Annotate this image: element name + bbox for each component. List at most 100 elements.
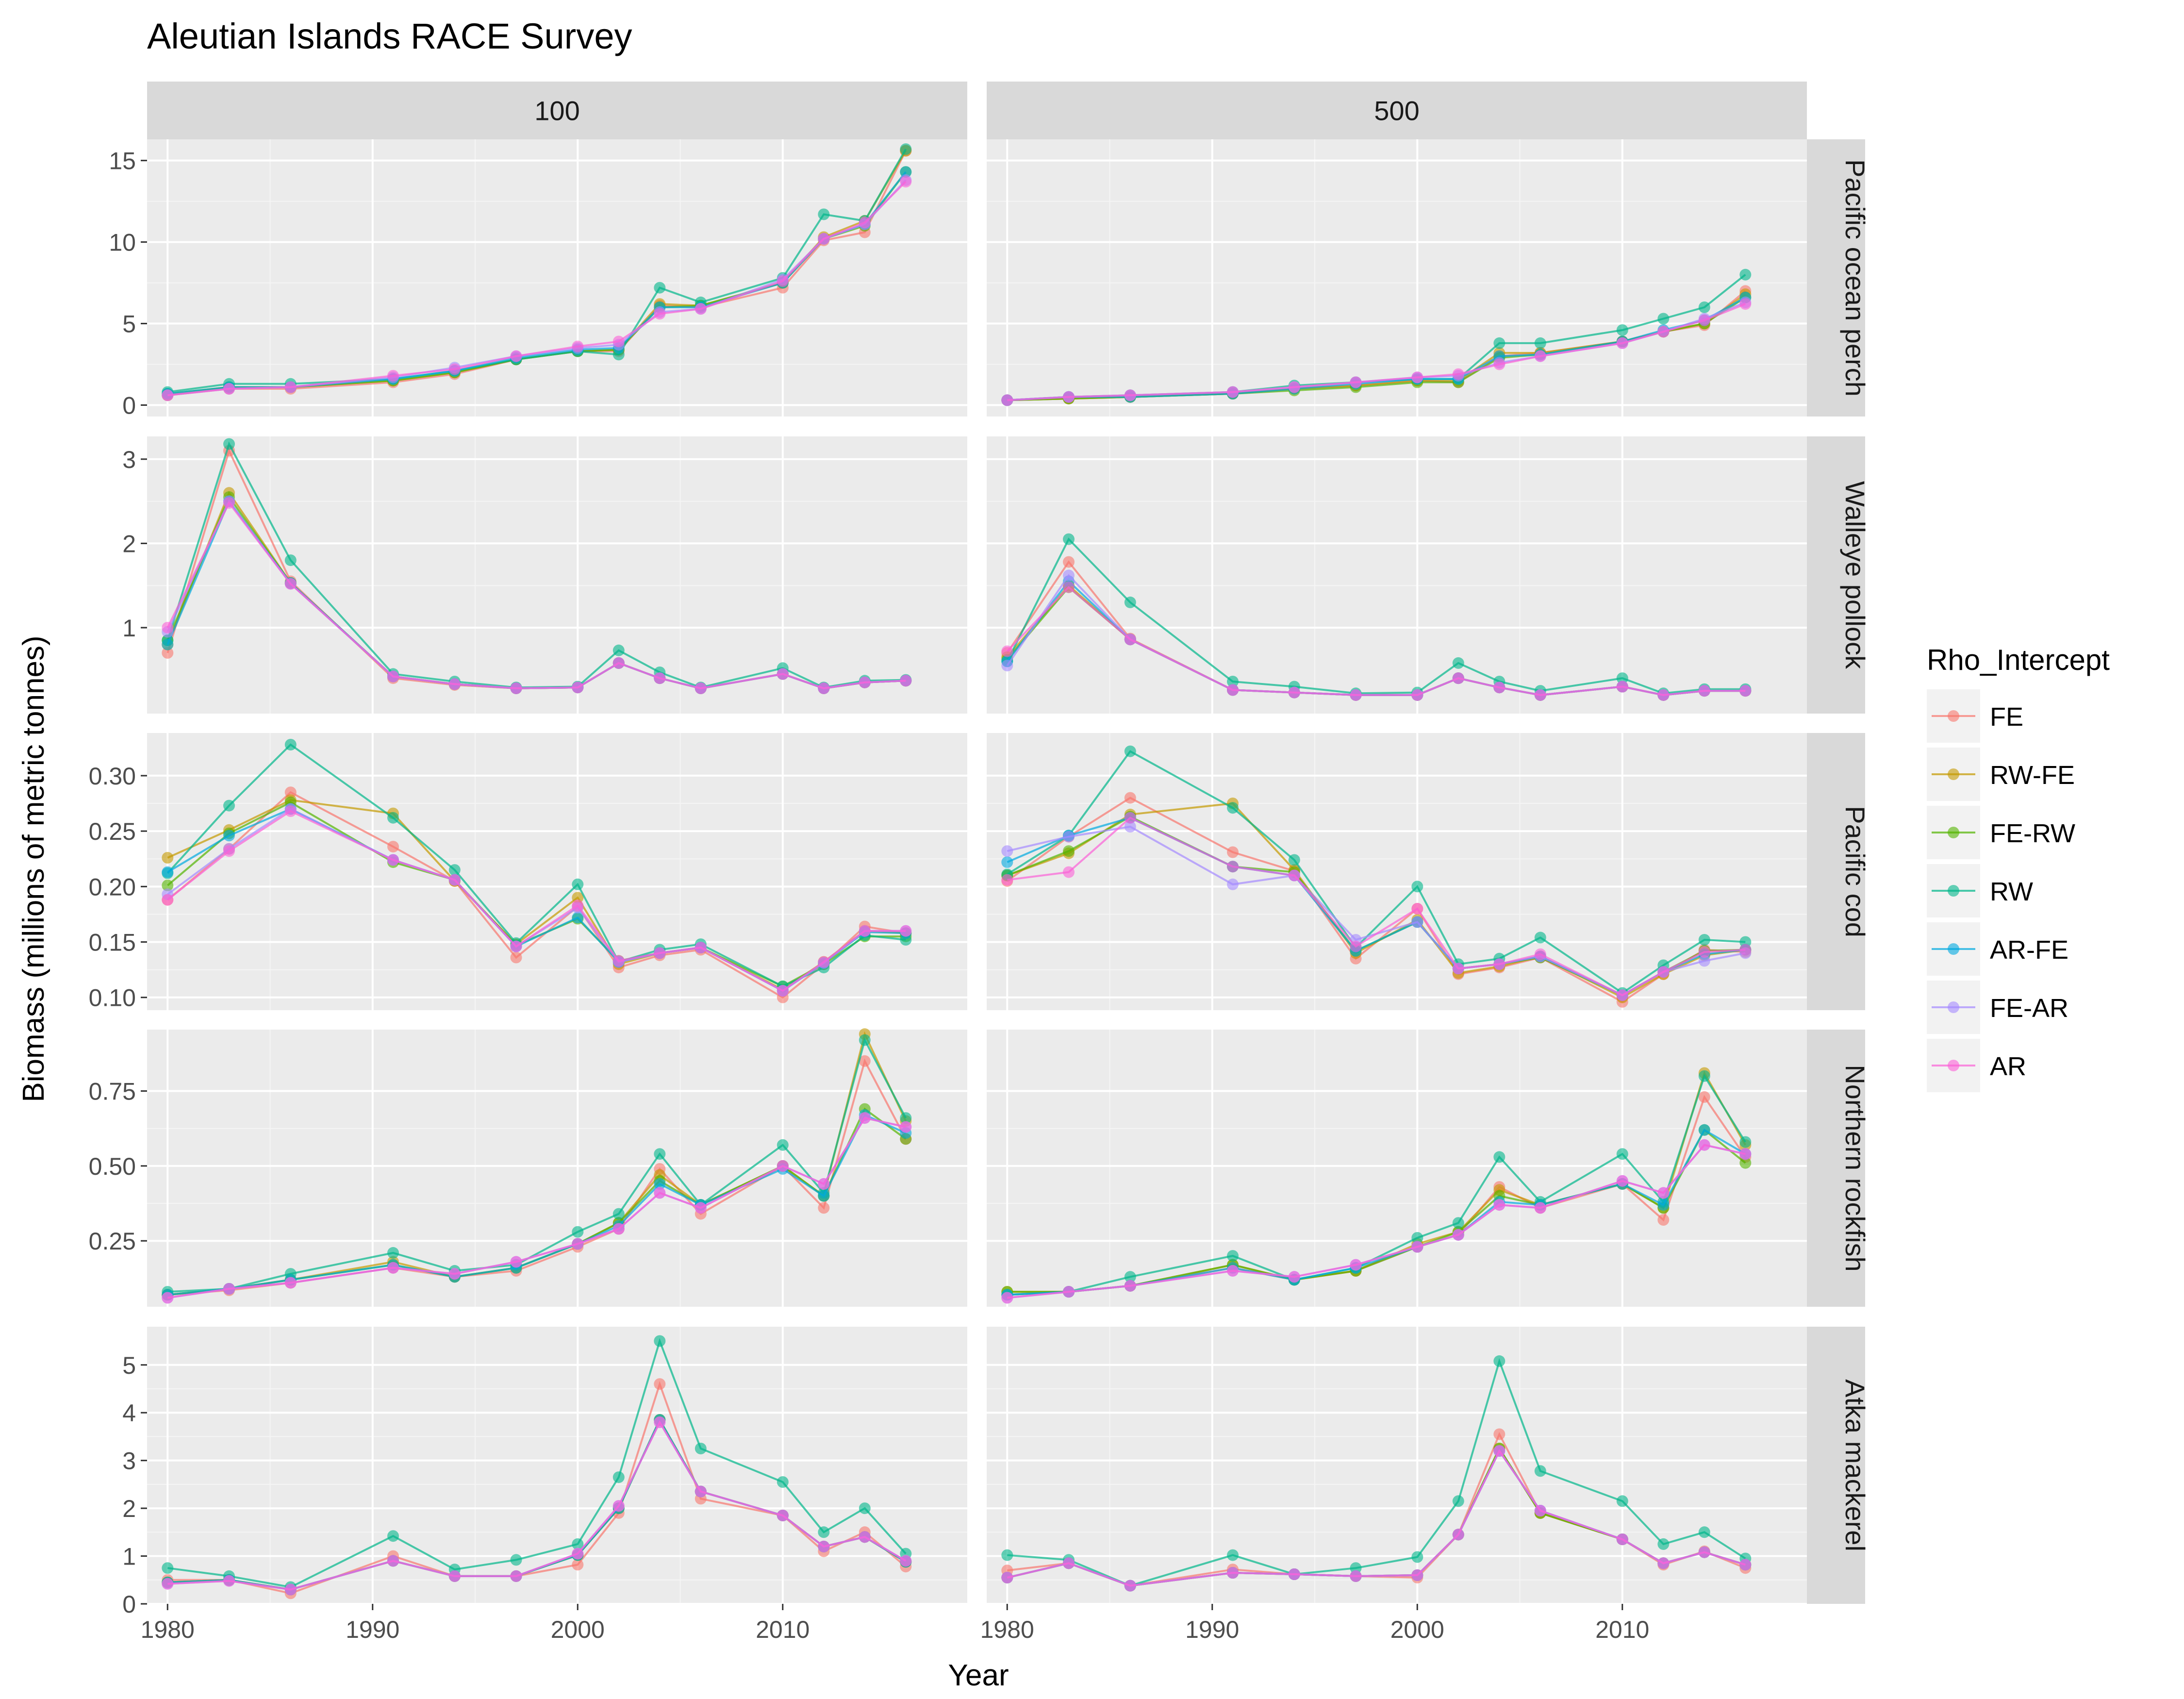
data-point-RW (387, 812, 399, 824)
data-point-AR (1001, 1292, 1013, 1304)
x-tick-label: 1990 (1185, 1616, 1239, 1643)
data-point-AR (612, 335, 625, 348)
data-point-AR (1534, 1202, 1546, 1214)
data-point-RW (1452, 1217, 1464, 1229)
row-strip: Walleye pollock (1807, 436, 1870, 714)
data-point-FE (1227, 846, 1239, 858)
data-point-AR (1616, 1533, 1628, 1546)
data-point-FE-AR (1227, 878, 1239, 890)
data-point-RW (859, 1034, 871, 1046)
series-line-RW (167, 149, 907, 393)
data-point-AR (695, 682, 707, 694)
data-point-AR (818, 956, 830, 968)
data-point-AR (284, 1277, 297, 1289)
legend-item-AR-FE: AR-FE (1927, 922, 2068, 976)
data-point-AR (510, 1570, 522, 1582)
legend-item-FE-AR: FE-AR (1927, 981, 2068, 1034)
data-point-RW (1493, 1151, 1506, 1163)
legend-label: FE-AR (1990, 994, 2068, 1023)
x-tick-label: 2010 (1595, 1616, 1649, 1643)
data-point-AR (695, 1202, 707, 1214)
data-point-FE (572, 1559, 584, 1571)
panel-background (987, 139, 1807, 416)
data-point-AR (1227, 684, 1239, 696)
data-point-AR-FE (818, 1190, 830, 1202)
data-point-AR (900, 176, 912, 188)
data-point-RW (572, 1226, 584, 1238)
series-line-RW (166, 441, 906, 689)
data-point-AR (1698, 314, 1710, 326)
data-point-AR (1001, 874, 1013, 886)
data-point-AR (1493, 358, 1506, 370)
data-point-AR (777, 668, 789, 680)
data-point-RW (612, 1471, 625, 1483)
data-point-RW (1452, 657, 1464, 669)
data-point-RW (1227, 1549, 1239, 1561)
y-tick-label: 0.20 (89, 873, 136, 900)
series-line-RW (167, 1037, 907, 1293)
data-point-AR (510, 350, 522, 362)
y-tick-label: 0.25 (89, 1228, 136, 1255)
data-point-AR (900, 925, 912, 937)
data-point-RW (1698, 301, 1710, 313)
data-point-AR (448, 874, 461, 886)
data-point-AR (1698, 685, 1710, 697)
data-point-AR (612, 1500, 625, 1512)
data-point-AR (654, 1187, 666, 1199)
row-strip: Northern rockfish (1807, 1030, 1870, 1307)
legend-item-RW-FE: RW-FE (1927, 748, 2075, 801)
data-point-AR (1657, 966, 1670, 978)
data-point-AR (1452, 672, 1464, 684)
data-point-RW (387, 1247, 399, 1259)
data-point-AR (572, 1548, 584, 1560)
data-point-AR-FE (572, 912, 584, 924)
data-point-RW (1657, 1538, 1670, 1550)
data-point-AR (1698, 1546, 1710, 1558)
data-point-AR (1616, 681, 1628, 693)
y-tick-label: 1 (122, 1543, 136, 1570)
data-point-AR (1001, 1571, 1013, 1583)
data-point-RW (612, 1208, 625, 1220)
data-point-AR (900, 1555, 912, 1567)
data-point-AR (1616, 989, 1628, 1001)
data-point-RW (1657, 313, 1670, 325)
column-strip-label: 100 (534, 96, 579, 126)
data-point-FE (818, 1202, 830, 1214)
data-point-RW (654, 1148, 666, 1160)
data-point-AR (448, 1570, 461, 1582)
data-point-AR (387, 370, 399, 382)
data-point-AR (1657, 1557, 1670, 1569)
data-point-RW (510, 1554, 522, 1566)
data-point-RW (223, 800, 235, 812)
data-point-AR (162, 622, 174, 633)
data-point-RW (859, 1502, 871, 1515)
data-point-FE-AR (1411, 916, 1423, 928)
data-point-AR (162, 894, 174, 906)
data-point-AR (859, 1112, 871, 1124)
legend-key-point (1948, 1001, 1959, 1013)
data-point-AR (162, 389, 174, 401)
legend-item-FE-RW: FE-RW (1927, 806, 2075, 859)
y-axis-title: Biomass (millions of metric tonnes) (17, 635, 50, 1102)
data-point-FE-AR (1001, 845, 1013, 857)
row-strip-label: Atka mackerel (1840, 1379, 1870, 1551)
data-point-AR-FE (162, 866, 174, 878)
column-strip-500: 500 (987, 82, 1807, 139)
row-strip-background (1807, 733, 1865, 1010)
x-tick-label: 2000 (551, 1616, 605, 1643)
y-tick-label: 10 (109, 229, 136, 256)
y-tick-label: 0.75 (89, 1078, 136, 1105)
data-point-AR (223, 497, 235, 509)
y-tick-label: 2 (122, 1495, 136, 1522)
data-point-AR (1288, 686, 1300, 699)
series-line-AR (1007, 816, 1746, 997)
data-point-FE (510, 951, 522, 964)
legend-key-point (1948, 768, 1959, 780)
data-point-AR (1739, 685, 1752, 697)
data-point-AR (284, 578, 297, 590)
data-point-RW-FE (162, 852, 174, 864)
data-point-RW (284, 739, 297, 750)
series-line-AR (167, 181, 907, 397)
